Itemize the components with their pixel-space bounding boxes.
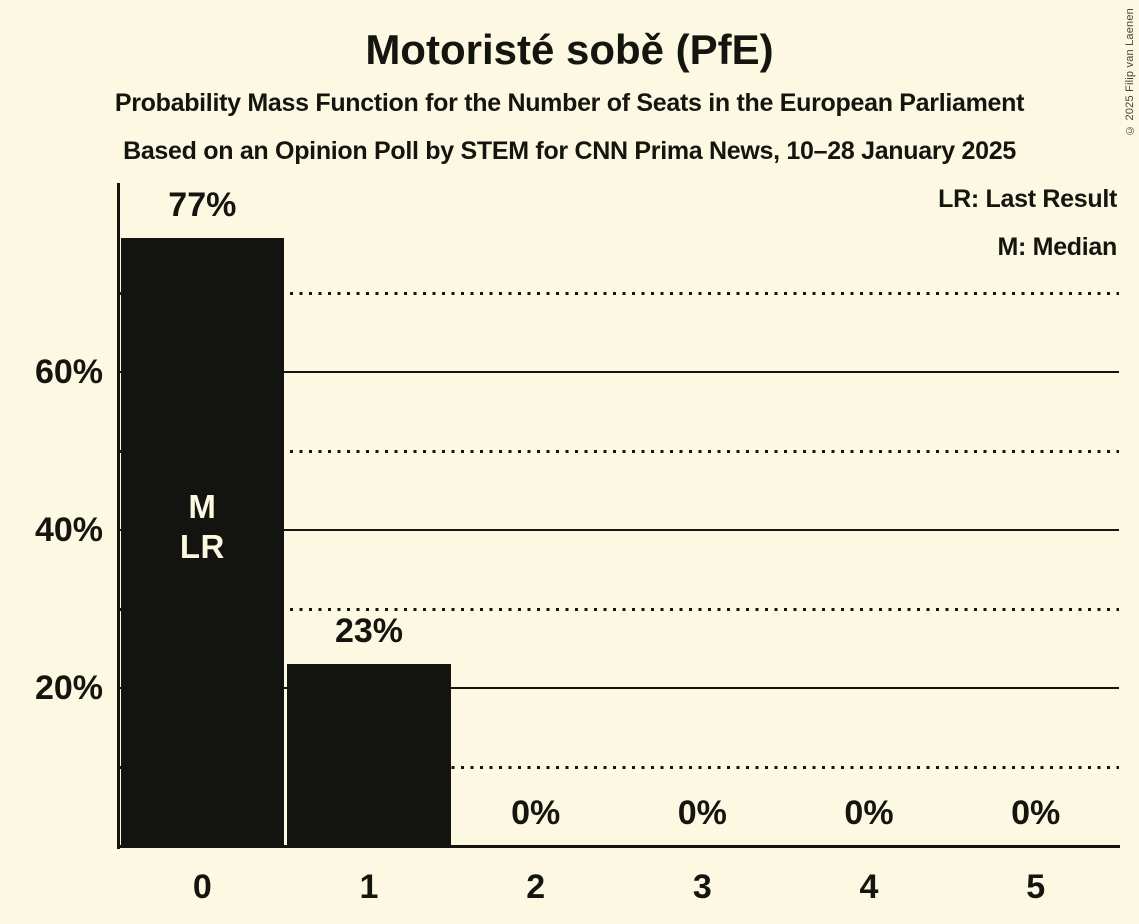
chart-title: Motoristé sobě (PfE) [365, 26, 774, 73]
gridline-solid-40pct [119, 528, 1119, 532]
legend-median: M: Median [997, 233, 1117, 261]
x-axis-label-2: 2 [526, 868, 546, 906]
bar-annotation-line: LR [179, 528, 225, 565]
x-axis-label-0: 0 [192, 868, 212, 906]
gridline-solid-60pct [119, 370, 1119, 374]
bar-value-label-1: 23% [334, 612, 404, 651]
gridline-dotted-50pct [119, 449, 1119, 453]
gridline-dotted-10pct [119, 765, 1119, 769]
chart-subtitle-line1: Probability Mass Function for the Number… [114, 89, 1025, 117]
chart-subtitle-line2: Based on an Opinion Poll by STEM for CNN… [123, 137, 1016, 165]
y-axis-label-40pct: 40% [34, 511, 103, 549]
bar-annotation-line: M [188, 488, 217, 525]
bar-value-label-4: 0% [844, 794, 894, 832]
x-axis-line [119, 845, 1120, 848]
bar-value-label-3: 0% [677, 794, 727, 832]
bar-value-label-0: 77% [168, 185, 237, 224]
y-axis-label-60pct: 60% [34, 353, 103, 391]
copyright-notice: © 2025 Filip van Laenen [1124, 8, 1136, 136]
x-axis-label-5: 5 [1026, 868, 1046, 906]
bar-annotation-median-lastresult: M LR [119, 487, 286, 567]
bar-seats-0 [120, 237, 285, 848]
gridline-dotted-30pct [119, 607, 1119, 611]
bar-seats-1 [287, 664, 451, 848]
y-axis-line [117, 183, 120, 849]
x-axis-label-3: 3 [692, 868, 712, 906]
x-axis-label-1: 1 [359, 868, 379, 906]
gridline-dotted-70pct [119, 291, 1119, 295]
x-axis-label-4: 4 [859, 868, 879, 906]
y-axis-label-20pct: 20% [34, 669, 103, 707]
bar-value-label-2: 0% [511, 794, 561, 832]
legend-last-result: LR: Last Result [938, 185, 1117, 213]
bar-value-label-5: 0% [1011, 794, 1061, 832]
gridline-solid-20pct [119, 686, 1119, 690]
